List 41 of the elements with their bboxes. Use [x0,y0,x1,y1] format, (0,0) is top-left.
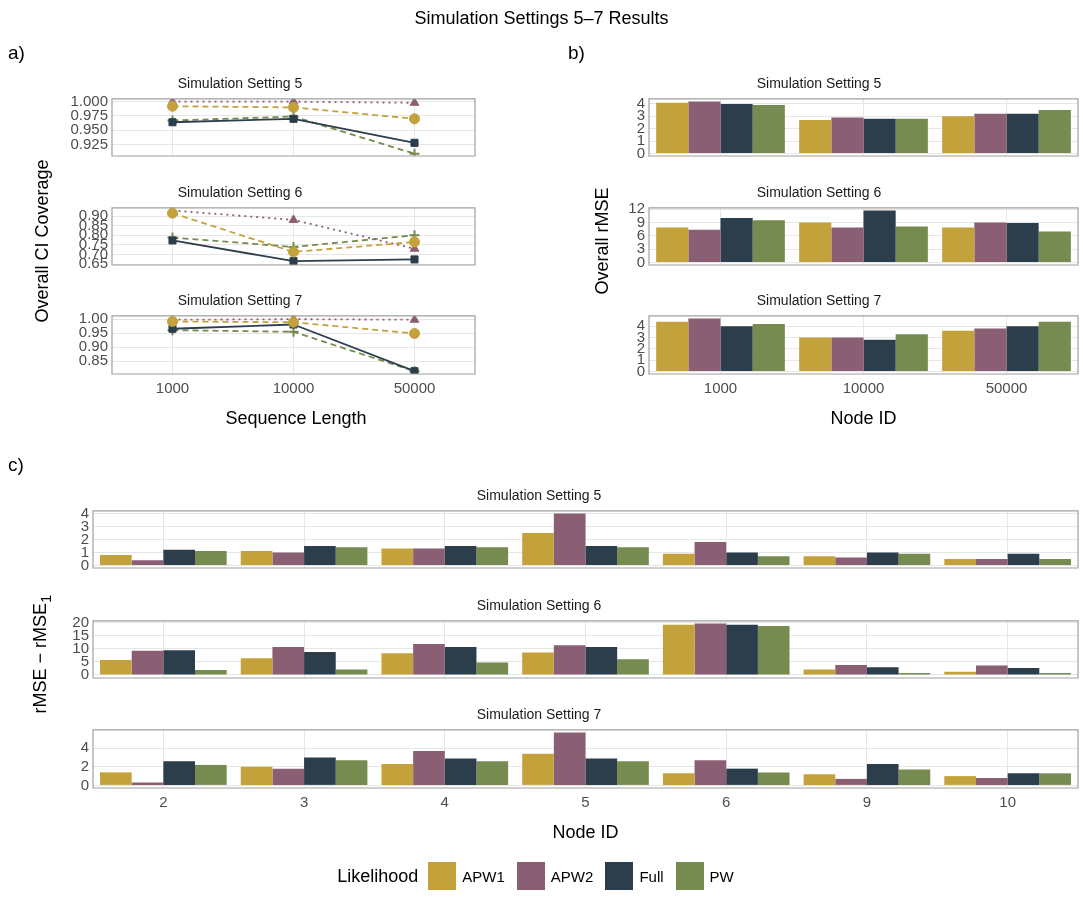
x-tick-label: 1000 [155,379,190,397]
chart-title: Simulation Setting 6 [476,597,602,614]
x-tick-label: 4 [440,793,449,811]
x-tick-label: 10000 [272,379,315,397]
x-tick-label: 9 [862,793,872,811]
legend-label: APW1 [462,867,505,885]
x-tick-label: 10 [999,793,1016,811]
legend-label: APW2 [550,867,594,885]
chart-title: Simulation Setting 6 [177,184,303,201]
legend-label: PW [709,867,734,885]
y-tick-label: 3 [636,106,645,124]
legend-label: Full [639,867,664,885]
x-axis-title: Node ID [552,822,619,843]
legend-title: Likelihood [337,865,419,887]
chart-title: Simulation Setting 7 [476,706,602,723]
x-tick-label: 10000 [842,379,885,397]
x-tick-label: 1000 [703,379,738,397]
chart-title: Simulation Setting 5 [476,487,602,504]
x-tick-label: 50000 [393,379,436,397]
x-tick-label: 3 [299,793,309,811]
text: c) [8,454,24,476]
chart-title: Simulation Setting 6 [756,184,882,201]
y-tick-label: 2 [80,756,89,774]
x-tick-label: 5 [581,793,590,811]
x-axis-title: Node ID [830,408,897,429]
text: b) [568,42,585,64]
chart-title: Simulation Setting 7 [756,292,882,309]
x-axis-title: Sequence Length [225,408,367,429]
x-tick-label: 50000 [985,379,1028,397]
y-tick-label: 1.000 [70,91,108,109]
y-axis-title: Overall rMSE [591,187,613,295]
x-tick-label: 6 [722,793,731,811]
text: Simulation Settings 5–7 Results [413,8,670,29]
x-tick-label: 2 [159,793,168,811]
text: a) [8,42,25,64]
chart-title: Simulation Setting 7 [177,292,303,309]
y-tick-label: 0 [80,775,89,793]
y-axis-title: Overall CI Coverage [31,159,53,323]
y-tick-label: 4 [80,738,89,756]
chart-title: Simulation Setting 5 [756,75,882,92]
chart-title: Simulation Setting 5 [177,75,303,92]
